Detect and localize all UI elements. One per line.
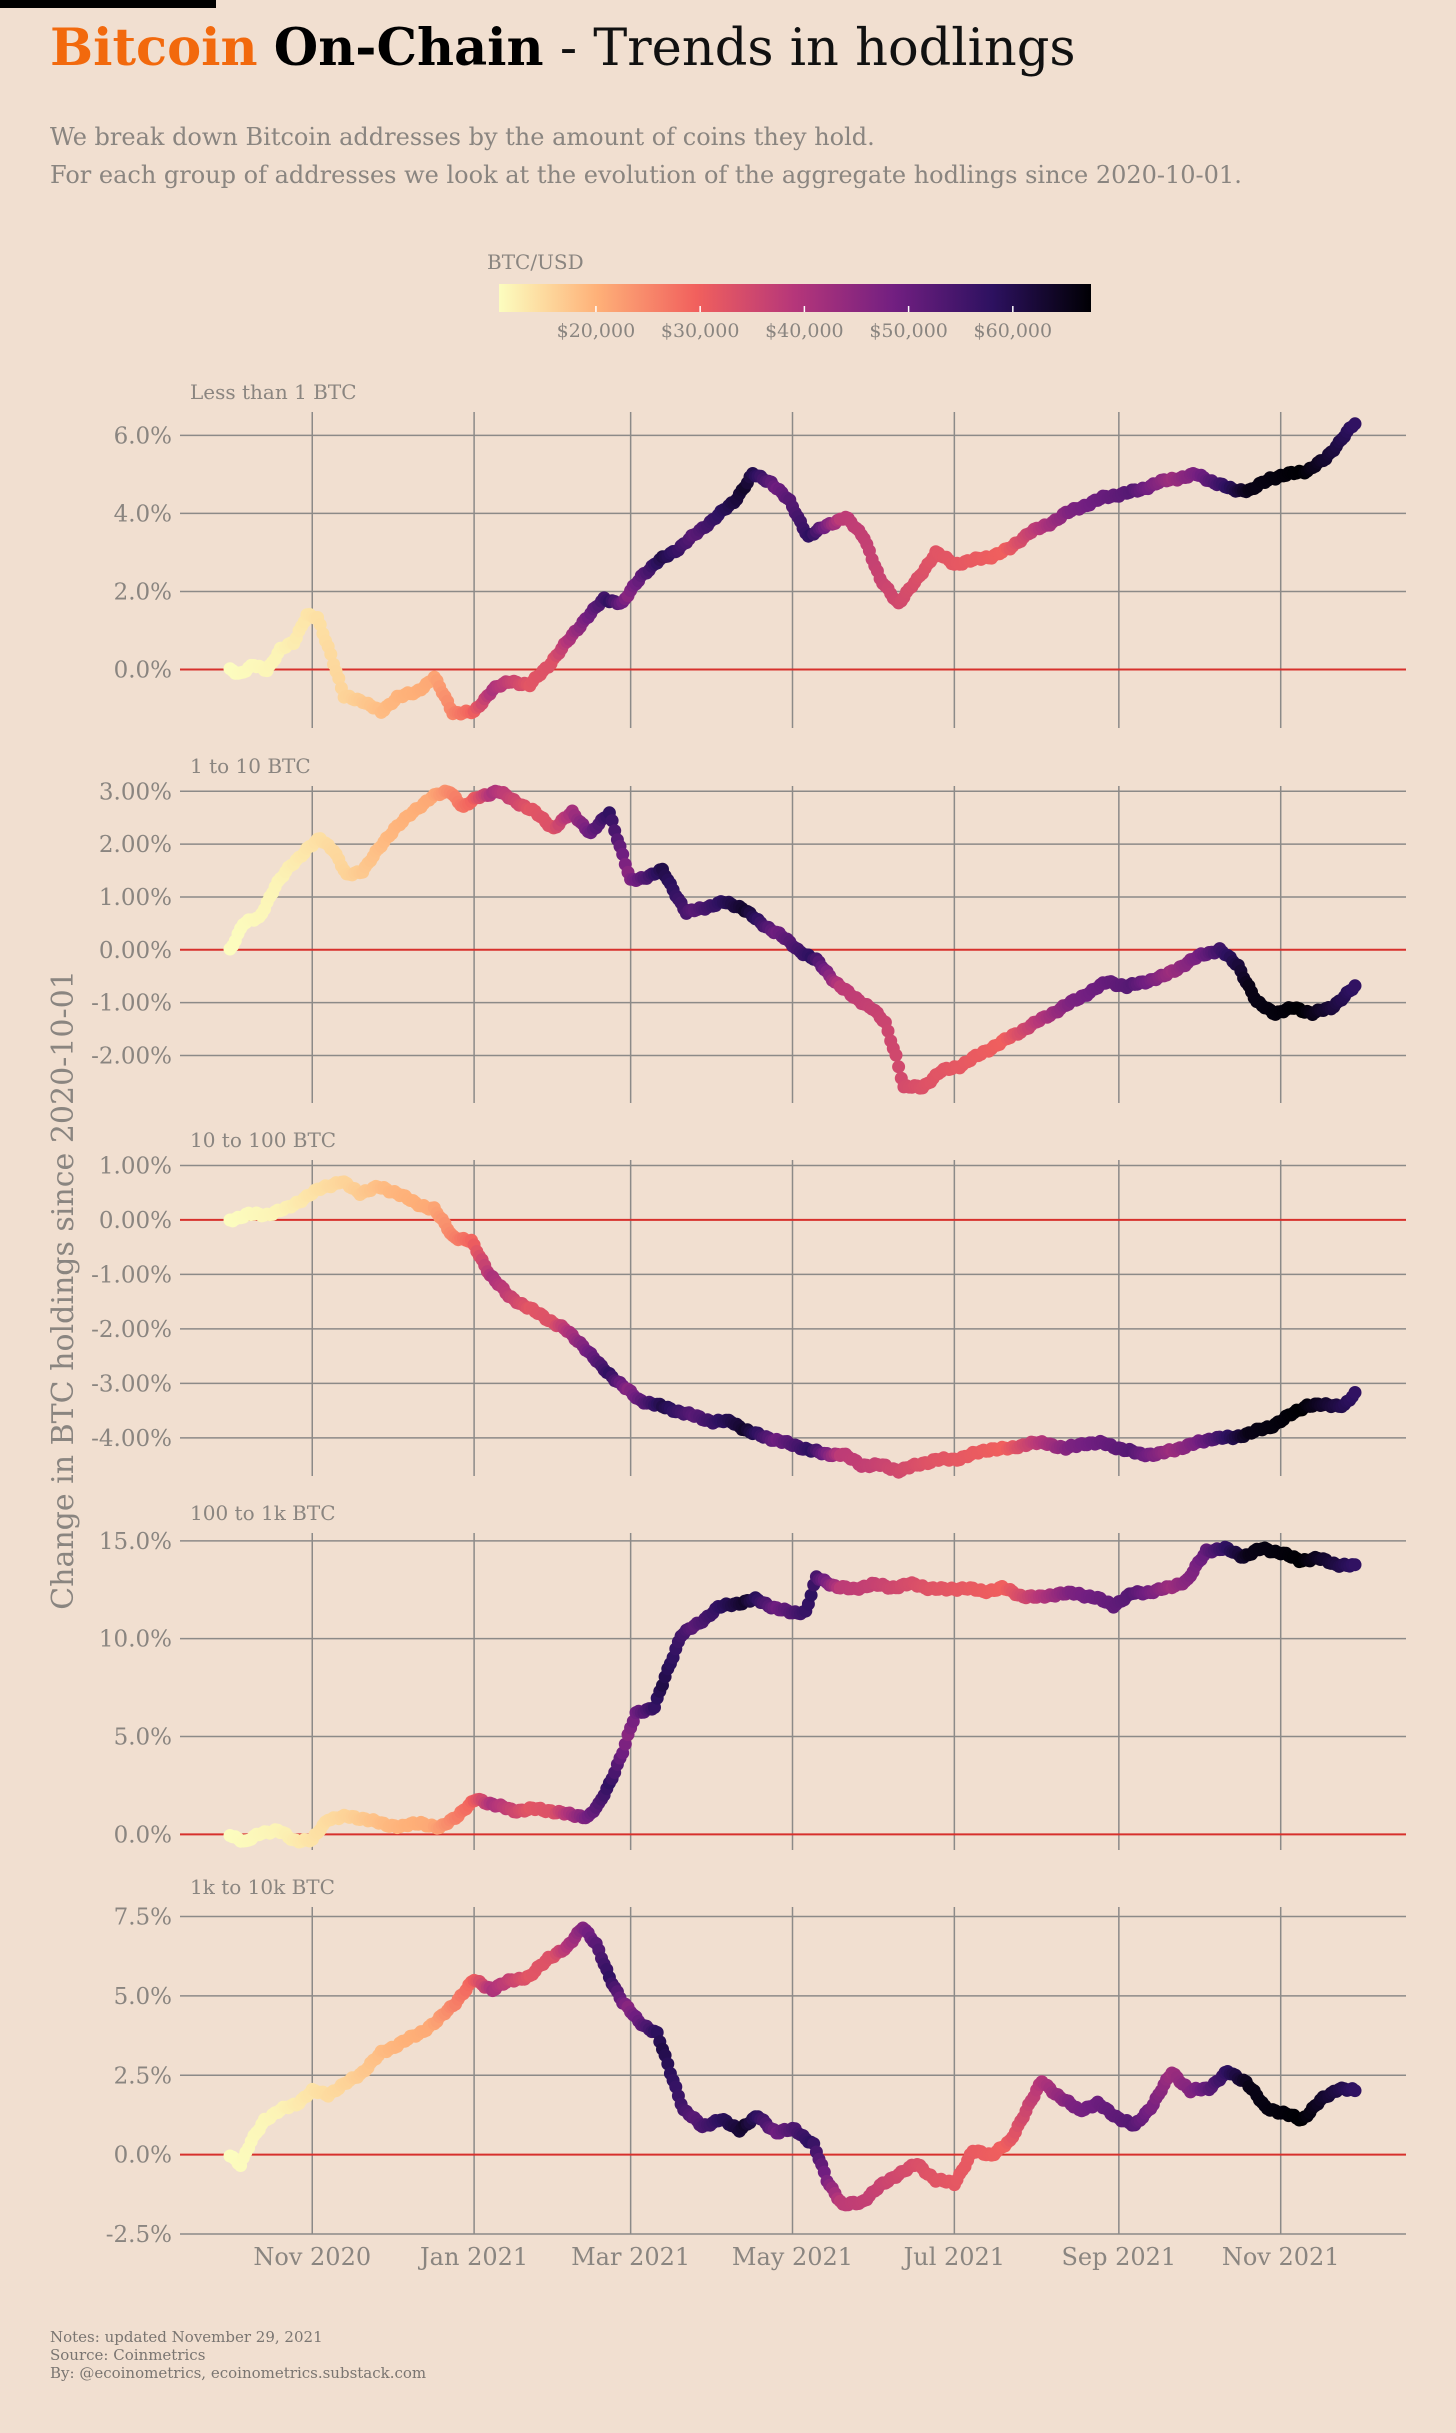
color-legend-tick-label-0: $20,000 (557, 320, 636, 342)
panel-3-point (1348, 1558, 1362, 1572)
x-tick-label-2: Mar 2021 (571, 2243, 690, 2271)
notes-byline: By: @ecoinometrics, ecoinometrics.substa… (50, 2364, 427, 2382)
panel-1-point (616, 847, 630, 861)
panel-1-y-tick-1: -1.00% (91, 991, 172, 1017)
panel-0-y-tick-3: 6.0% (114, 423, 172, 449)
panel-1-y-tick-3: 1.00% (99, 885, 172, 911)
panel-0-y-tick-0: 0.0% (114, 657, 172, 683)
panel-2-y-tick-1: -3.00% (91, 1371, 172, 1397)
panel-1-point (605, 814, 619, 828)
panel-3-y-tick-1: 5.0% (114, 1725, 172, 1751)
title-brand: Bitcoin (50, 18, 258, 78)
panel-1-y-tick-0: -2.00% (91, 1043, 172, 1069)
x-tick-label-5: Sep 2021 (1061, 2243, 1176, 2271)
panel-0-y-tick-2: 4.0% (114, 501, 172, 527)
title-product: On-Chain (273, 18, 544, 78)
panel-4-y-tick-1: 0.0% (114, 2143, 172, 2169)
x-tick-label-1: Jan 2021 (417, 2243, 528, 2271)
panel-title-4: 1k to 10k BTC (190, 1875, 335, 1899)
x-tick-label-6: Nov 2021 (1222, 2243, 1340, 2271)
notes-source: Source: Coinmetrics (50, 2346, 206, 2364)
panel-2-y-tick-3: -1.00% (91, 1262, 172, 1288)
panel-2-y-tick-5: 1.00% (99, 1153, 172, 1179)
panel-title-1: 1 to 10 BTC (190, 754, 311, 778)
panel-2-point (1348, 1386, 1362, 1399)
subtitle-line-2: For each group of addresses we look at t… (50, 161, 1242, 189)
panel-3-y-tick-0: 0.0% (114, 1822, 172, 1848)
page-title: Bitcoin On-Chain - Trends in hodlings (50, 18, 1076, 78)
panel-2-y-tick-0: -4.00% (91, 1426, 172, 1452)
notes-updated: Notes: updated November 29, 2021 (50, 2328, 323, 2346)
panel-title-0: Less than 1 BTC (190, 380, 357, 404)
panel-3-point (804, 1588, 818, 1602)
color-legend-title: BTC/USD (487, 250, 584, 274)
panel-0-point (1348, 417, 1362, 431)
panel-2-y-tick-2: -2.00% (91, 1317, 172, 1343)
panel-4-y-tick-3: 5.0% (114, 1984, 172, 2010)
panel-1-y-tick-5: 3.00% (99, 779, 172, 805)
x-tick-label-4: Jul 2021 (901, 2243, 1005, 2271)
panel-title-2: 10 to 100 BTC (190, 1128, 336, 1152)
panel-4-y-tick-2: 2.5% (114, 2063, 172, 2089)
chart-notes: Notes: updated November 29, 2021 Source:… (50, 2328, 426, 2382)
y-axis-label: Change in BTC holdings since 2020-10-01 (46, 970, 81, 1610)
color-legend-tick-label-2: $40,000 (765, 320, 844, 342)
subtitle-line-1: We break down Bitcoin addresses by the a… (50, 123, 875, 151)
panel-1-point (892, 1060, 906, 1074)
panel-4-y-tick-0: -2.5% (106, 2222, 172, 2248)
panel-1-y-tick-4: 2.00% (99, 832, 172, 858)
panel-0-y-tick-1: 2.0% (114, 579, 172, 605)
top-accent-bar (0, 0, 216, 8)
panel-1-point (1348, 979, 1362, 993)
color-legend-bar (499, 284, 1091, 312)
panel-0-point (324, 647, 338, 661)
panel-3-y-tick-2: 10.0% (99, 1627, 172, 1653)
x-tick-label-3: May 2021 (732, 2243, 853, 2271)
panel-1-y-tick-2: 0.00% (99, 938, 172, 964)
panel-title-3: 100 to 1k BTC (190, 1501, 336, 1525)
panel-1-point (889, 1048, 903, 1062)
color-legend-tick-label-4: $60,000 (974, 320, 1053, 342)
panel-3-y-tick-3: 15.0% (99, 1529, 172, 1555)
panel-4-y-tick-4: 7.5% (114, 1905, 172, 1931)
panel-4-point (1348, 2084, 1362, 2098)
color-legend-tick-label-1: $30,000 (661, 320, 740, 342)
title-rest: - Trends in hodlings (543, 19, 1076, 78)
color-legend-tick-label-3: $50,000 (869, 320, 948, 342)
panel-1-point (881, 1024, 895, 1038)
panel-2-y-tick-4: 0.00% (99, 1208, 172, 1234)
x-tick-label-0: Nov 2020 (253, 2243, 371, 2271)
